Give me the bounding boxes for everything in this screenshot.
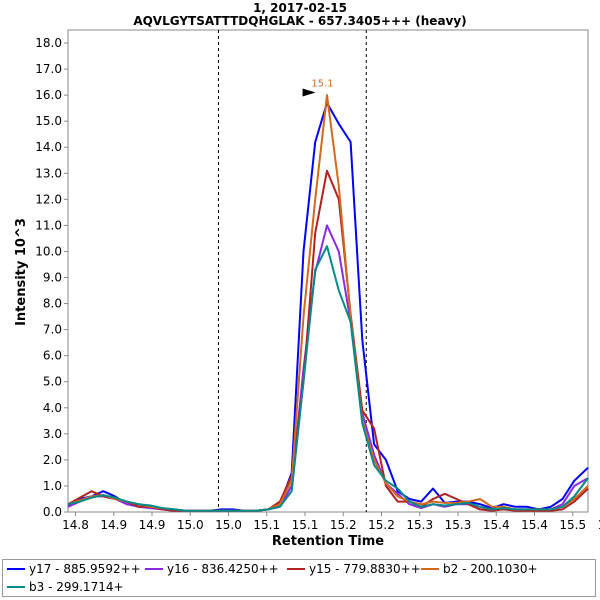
chart-legend: y17 - 885.9592++ y16 - 836.4250++ y15 - 77…	[2, 559, 596, 597]
chart-title: 1, 2017-02-15	[253, 1, 347, 15]
legend-label: b3 - 299.1714+	[29, 580, 124, 594]
y-tick-label: 15.0	[35, 114, 62, 128]
y-axis-label: Intensity 10^3	[14, 218, 29, 326]
x-tick-label: 15.3	[445, 518, 472, 532]
chart-plot: 0.0 1.0 2.0 3.0 4.0 5.0 6.0 7.0 8.0 9.0 10.0 11.0 12…	[14, 29, 600, 549]
legend-swatch	[421, 567, 439, 570]
y-tick-label: 6.0	[43, 349, 62, 363]
y-tick-label: 7.0	[43, 323, 62, 337]
x-tick-label: 14.9	[100, 518, 127, 532]
legend-label: y15 - 779.8830++	[309, 562, 421, 576]
y-axis: 0.0 1.0 2.0 3.0 4.0 5.0 6.0 7.0 8.0 9.0 10.0 11.0 12…	[35, 36, 68, 519]
x-tick-label: 15.1	[292, 518, 319, 532]
y-tick-label: 18.0	[35, 36, 62, 50]
y-tick-label: 14.0	[35, 140, 62, 154]
x-tick-label: 15.2	[368, 518, 395, 532]
x-tick-label: 15.5	[559, 518, 586, 532]
y-tick-label: 2.0	[43, 453, 62, 467]
legend-swatch	[145, 567, 163, 570]
legend-item: y17 - 885.9592++	[7, 561, 141, 577]
x-tick-label: 14.9	[139, 518, 166, 532]
x-tick-label: 14.8	[62, 518, 89, 532]
series-line-b3	[67, 245, 589, 512]
y-tick-label: 4.0	[43, 401, 62, 415]
peak-annotation-group: 15.1	[302, 79, 334, 97]
legend-item: y16 - 836.4250++	[145, 561, 279, 577]
y-tick-label: 16.0	[35, 88, 62, 102]
legend-item: y15 - 779.8830++	[287, 561, 421, 577]
legend-item: b3 - 299.1714+	[7, 579, 124, 595]
x-tick-label: 15.0	[177, 518, 204, 532]
legend-label: y17 - 885.9592++	[29, 562, 141, 576]
x-tick-label: 15.0	[215, 518, 242, 532]
y-tick-label: 11.0	[35, 218, 62, 232]
y-tick-label: 9.0	[43, 271, 62, 285]
y-tick-label: 10.0	[35, 244, 62, 258]
peak-annotation: 15.1	[311, 79, 333, 90]
x-axis: 14.8 14.9 14.9 15.0 15.0 15.1 15.1 15.2 15.2 15.3…	[62, 512, 600, 532]
y-tick-label: 1.0	[43, 479, 62, 493]
y-tick-label: 0.0	[43, 505, 62, 519]
legend-label: b2 - 200.1030+	[443, 562, 538, 576]
x-tick-label: 15.5	[598, 518, 600, 532]
x-tick-label: 15.4	[521, 518, 548, 532]
y-tick-label: 17.0	[35, 62, 62, 76]
x-tick-label: 15.3	[406, 518, 433, 532]
series-lines	[67, 94, 589, 512]
legend-label: y16 - 836.4250++	[167, 562, 279, 576]
legend-swatch	[7, 585, 25, 588]
x-tick-label: 15.4	[483, 518, 510, 532]
y-tick-label: 8.0	[43, 297, 62, 311]
y-tick-label: 12.0	[35, 192, 62, 206]
legend-item: b2 - 200.1030+	[421, 561, 538, 577]
x-tick-label: 15.1	[253, 518, 280, 532]
peak-boundaries	[217, 30, 367, 512]
legend-swatch	[7, 567, 25, 570]
y-tick-label: 3.0	[43, 427, 62, 441]
legend-swatch	[287, 567, 305, 570]
peak-marker-arrow	[302, 88, 316, 97]
y-tick-label: 13.0	[35, 166, 62, 180]
chart-subtitle: AQVLGYTSATTTDQHGLAK - 657.3405+++ (heavy…	[133, 14, 467, 28]
x-axis-label: Retention Time	[272, 534, 384, 549]
y-tick-label: 5.0	[43, 375, 62, 389]
x-tick-label: 15.2	[330, 518, 357, 532]
